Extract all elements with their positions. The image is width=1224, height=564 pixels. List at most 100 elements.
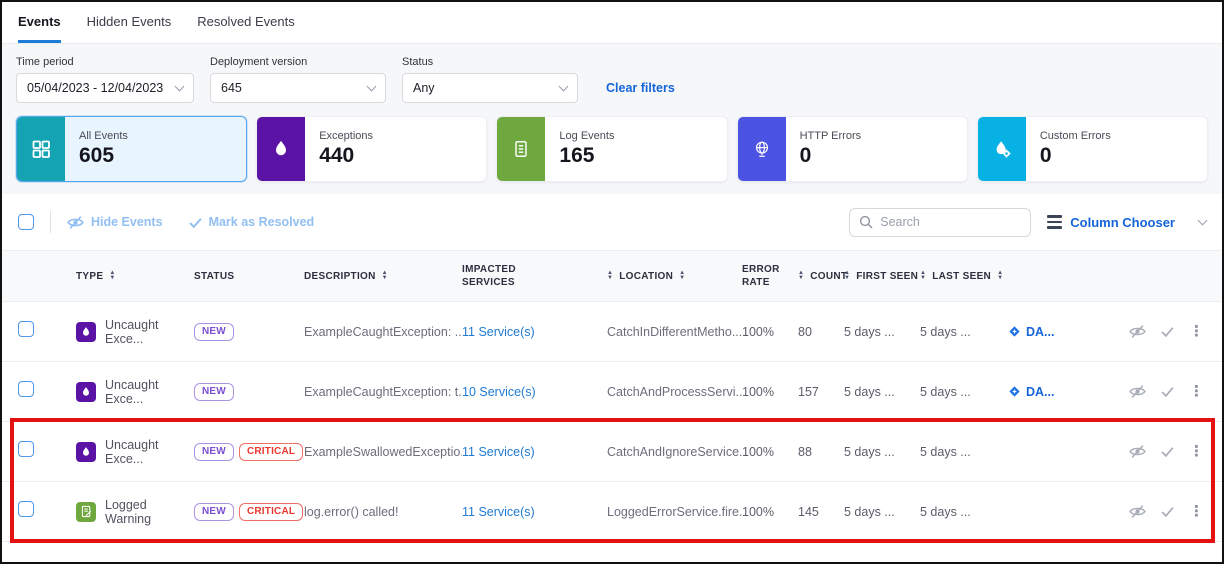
da-tag-link[interactable]: DA... [1008,325,1110,339]
chevron-down-icon [558,81,569,92]
sort-icon: ▲ ▼ [997,270,1004,281]
flame-gear-icon [992,139,1012,159]
critical-badge: CRITICAL [238,442,304,461]
header-location[interactable]: ▲ ▼ LOCATION ▲ ▼ [607,270,686,282]
sort-icon: ▲ ▼ [844,270,851,281]
row-checkbox[interactable] [18,381,34,397]
status-badge: NEW [194,442,234,461]
table-row: Uncaught Exce... NEW ExampleCaughtExcept… [2,302,1222,362]
exception-flame-icon [76,321,96,342]
card-exceptions[interactable]: Exceptions 440 [256,116,488,182]
mark-resolved-button[interactable]: Mark as Resolved [188,215,315,229]
status-value: Any [413,81,435,95]
header-first-seen[interactable]: ▲ ▼ FIRST SEEN [844,270,919,282]
card-custom-errors[interactable]: Custom Errors 0 [976,116,1209,182]
status-select[interactable]: Any [402,73,578,103]
impacted-services-link[interactable]: 11 Service(s) [462,504,535,519]
search-input[interactable] [880,215,1011,229]
table-row: Uncaught Exce... NEW ExampleCaughtExcept… [2,362,1222,422]
card-title: Custom Errors [1039,130,1111,143]
flame-icon [271,139,291,159]
impacted-services-link[interactable]: 11 Service(s) [462,444,535,459]
hide-row-eye-slash-icon[interactable] [1129,505,1146,518]
impacted-services-link[interactable]: 10 Service(s) [462,384,536,399]
status-label: Status [402,56,434,68]
event-type-label: Uncaught Exce... [105,377,159,406]
row-checkbox[interactable] [18,321,34,337]
event-location: CatchInDifferentMetho... [607,324,742,339]
time-period-value: 05/04/2023 - 12/04/2023 [27,81,164,95]
resolve-row-check-icon[interactable] [1161,506,1174,517]
column-chooser-button[interactable]: Column Chooser [1047,215,1175,230]
resolve-row-check-icon[interactable] [1161,446,1174,457]
divider [50,211,51,233]
header-error-rate: ERROR RATE [742,263,780,289]
deployment-version-label: Deployment version [210,56,308,68]
impacted-services-link[interactable]: 11 Service(s) [462,324,535,339]
header-type[interactable]: TYPE ▲ ▼ [76,270,116,282]
card-count: 440 [319,144,355,168]
first-seen-value: 5 days ... [844,384,895,399]
eye-slash-icon [67,215,84,229]
row-menu-kebab-icon[interactable]: ⋮ [1189,383,1204,400]
table-header: TYPE ▲ ▼ STATUS DESCRIPTION ▲ ▼ IMPACTED S… [2,250,1222,302]
sort-icon: ▲ ▼ [381,270,388,281]
row-checkbox[interactable] [18,501,34,517]
row-menu-kebab-icon[interactable]: ⋮ [1189,503,1204,520]
sort-icon: ▲ ▼ [109,270,116,281]
resolve-row-check-icon[interactable] [1161,386,1174,397]
header-impacted-services[interactable]: IMPACTED SERVICES [462,263,516,289]
hamburger-icon [1047,215,1063,229]
hide-events-label: Hide Events [91,215,163,229]
card-count: 165 [559,144,595,168]
event-type-label: Logged Warning [105,497,152,526]
last-seen-value: 5 days ... [920,384,971,399]
clear-filters-button[interactable]: Clear filters [606,81,675,95]
event-description: ExampleCaughtException: t... [304,384,462,399]
mark-resolved-label: Mark as Resolved [208,215,315,229]
hide-events-button[interactable]: Hide Events [67,215,163,229]
status-badge: NEW [194,502,234,521]
tab-hidden-events[interactable]: Hidden Events [86,14,172,29]
exception-flame-icon [76,381,96,402]
hide-row-eye-slash-icon[interactable] [1129,385,1146,398]
chevron-down-icon[interactable] [1197,215,1208,226]
row-checkbox[interactable] [18,441,34,457]
card-all-events[interactable]: All Events 605 [16,116,248,182]
search-input-wrapper [849,207,1032,237]
sort-icon: ▲ ▼ [679,270,686,281]
hide-row-eye-slash-icon[interactable] [1129,325,1146,338]
card-count: 0 [799,144,812,168]
event-description: ExampleCaughtException: ... [304,324,462,339]
event-location: LoggedErrorService.fire... [607,504,742,519]
first-seen-value: 5 days ... [844,324,895,339]
row-menu-kebab-icon[interactable]: ⋮ [1189,323,1204,340]
table-row: Logged Warning NEW CRITICAL log.error() … [2,482,1222,542]
header-description[interactable]: DESCRIPTION ▲ ▼ [304,270,388,282]
time-period-select[interactable]: 05/04/2023 - 12/04/2023 [16,73,194,103]
search-icon [859,215,873,229]
chevron-down-icon [174,81,185,92]
hide-row-eye-slash-icon[interactable] [1129,445,1146,458]
card-log-events[interactable]: Log Events 165 [496,116,728,182]
tab-events[interactable]: Events [18,14,61,43]
row-menu-kebab-icon[interactable]: ⋮ [1189,443,1204,460]
check-icon [188,217,202,228]
card-http-errors[interactable]: HTTP Errors 0 [736,116,968,182]
da-tag-link[interactable]: DA... [1008,385,1110,399]
first-seen-value: 5 days ... [844,504,895,519]
sort-icon: ▲ ▼ [607,270,614,281]
resolve-row-check-icon[interactable] [1161,326,1174,337]
time-period-label: Time period [16,56,74,68]
tabs-bar: Events Hidden Events Resolved Events [2,2,1222,44]
header-count[interactable]: ▲ ▼ COUNT [798,270,848,282]
count-value: 80 [798,324,812,339]
table-row: Uncaught Exce... NEW CRITICAL ExampleSwa… [2,422,1222,482]
last-seen-value: 5 days ... [920,444,971,459]
chevron-down-icon [366,81,377,92]
select-all-checkbox[interactable] [18,214,34,230]
header-last-seen[interactable]: ▲ ▼ LAST SEEN ▲ ▼ [920,270,1004,282]
tab-resolved-events[interactable]: Resolved Events [197,14,295,29]
deployment-version-select[interactable]: 645 [210,73,386,103]
critical-badge: CRITICAL [238,502,304,521]
